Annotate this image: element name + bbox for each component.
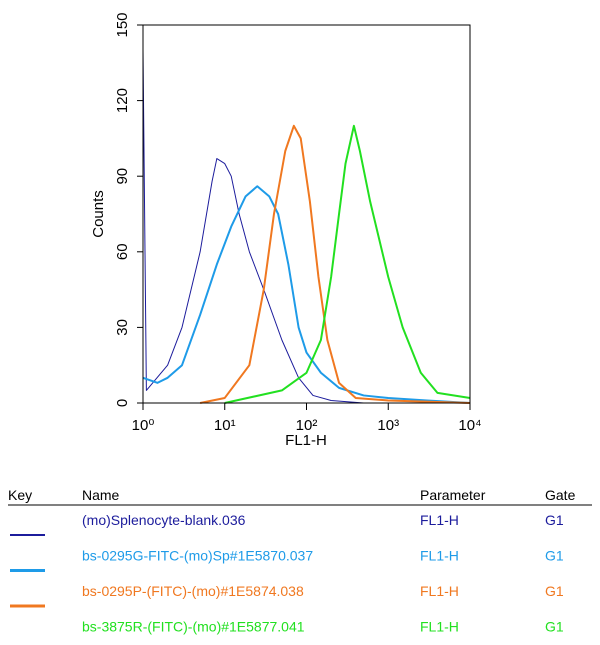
y-tick-label: 0 <box>114 399 131 407</box>
table-gate: G1 <box>545 619 564 635</box>
table-gate: G1 <box>545 583 564 599</box>
legend-name: bs-3875R-(FITC)-(mo)#1E5877.041 <box>82 619 305 635</box>
y-axis-label: Counts <box>90 190 107 238</box>
y-tick-label: 150 <box>114 12 131 37</box>
x-axis-label: FL1-H <box>285 432 327 449</box>
histogram-line <box>199 124 471 404</box>
table-parameter: FL1-H <box>420 548 459 564</box>
legend-name: bs-0295G-FITC-(mo)Sp#1E5870.037 <box>82 548 313 564</box>
x-tick-label: 10⁴ <box>458 417 481 434</box>
x-tick-label: 10¹ <box>214 417 236 434</box>
x-tick-label: 10⁰ <box>132 417 155 434</box>
x-tick-label: 10³ <box>377 417 399 434</box>
histogram-line <box>142 185 471 404</box>
legend-name: (mo)Splenocyte-blank.036 <box>82 512 246 528</box>
table-header: Key <box>8 487 32 503</box>
table-gate: G1 <box>545 512 564 528</box>
y-tick-label: 30 <box>114 319 131 336</box>
table-header: Name <box>82 487 120 503</box>
table-parameter: FL1-H <box>420 619 459 635</box>
x-tick-label: 10² <box>296 417 318 434</box>
plot-frame <box>142 24 471 404</box>
y-tick-label: 90 <box>114 168 131 185</box>
table-parameter: FL1-H <box>420 512 459 528</box>
table-parameter: FL1-H <box>420 583 459 599</box>
table-header: Gate <box>545 487 576 503</box>
histogram-line <box>224 124 471 404</box>
histogram-line <box>142 50 470 404</box>
legend-name: bs-0295P-(FITC)-(mo)#1E5874.038 <box>82 583 304 599</box>
table-header: Parameter <box>420 487 486 503</box>
table-gate: G1 <box>545 548 564 564</box>
y-tick-label: 60 <box>114 243 131 260</box>
y-tick-label: 120 <box>114 88 131 113</box>
